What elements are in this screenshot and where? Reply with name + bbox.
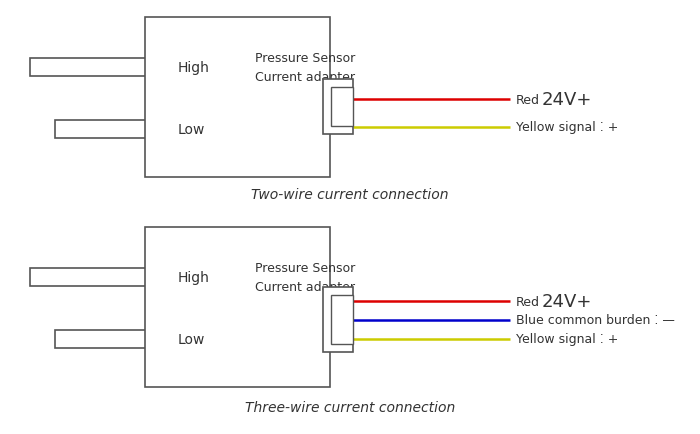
Text: Current adapter: Current adapter: [255, 71, 355, 84]
Text: Red: Red: [516, 93, 540, 106]
Text: Two-wire current connection: Two-wire current connection: [251, 187, 449, 201]
Text: Blue common burden ⁚ —: Blue common burden ⁚ —: [516, 314, 675, 327]
Bar: [323, 287, 353, 352]
Bar: [55, 121, 148, 139]
Text: Low: Low: [178, 123, 205, 137]
Bar: [30, 268, 148, 286]
Bar: [30, 59, 148, 77]
Text: Three-wire current connection: Three-wire current connection: [245, 400, 455, 414]
Text: Pressure Sensor: Pressure Sensor: [255, 261, 355, 274]
Bar: [145, 227, 330, 387]
Text: Pressure Sensor: Pressure Sensor: [255, 51, 355, 64]
Text: Yellow signal ⁚ +: Yellow signal ⁚ +: [516, 333, 618, 346]
Text: Current adapter: Current adapter: [255, 281, 355, 294]
Bar: [323, 80, 353, 135]
Bar: [331, 295, 353, 344]
Text: 24V+: 24V+: [542, 91, 592, 109]
Bar: [331, 88, 353, 127]
Text: 24V+: 24V+: [542, 293, 592, 310]
Text: Low: Low: [178, 332, 205, 346]
Bar: [55, 330, 148, 348]
Text: High: High: [178, 270, 210, 284]
Text: Red: Red: [516, 295, 540, 308]
Text: High: High: [178, 61, 210, 75]
Bar: [145, 18, 330, 178]
Text: Yellow signal ⁚ +: Yellow signal ⁚ +: [516, 121, 618, 134]
